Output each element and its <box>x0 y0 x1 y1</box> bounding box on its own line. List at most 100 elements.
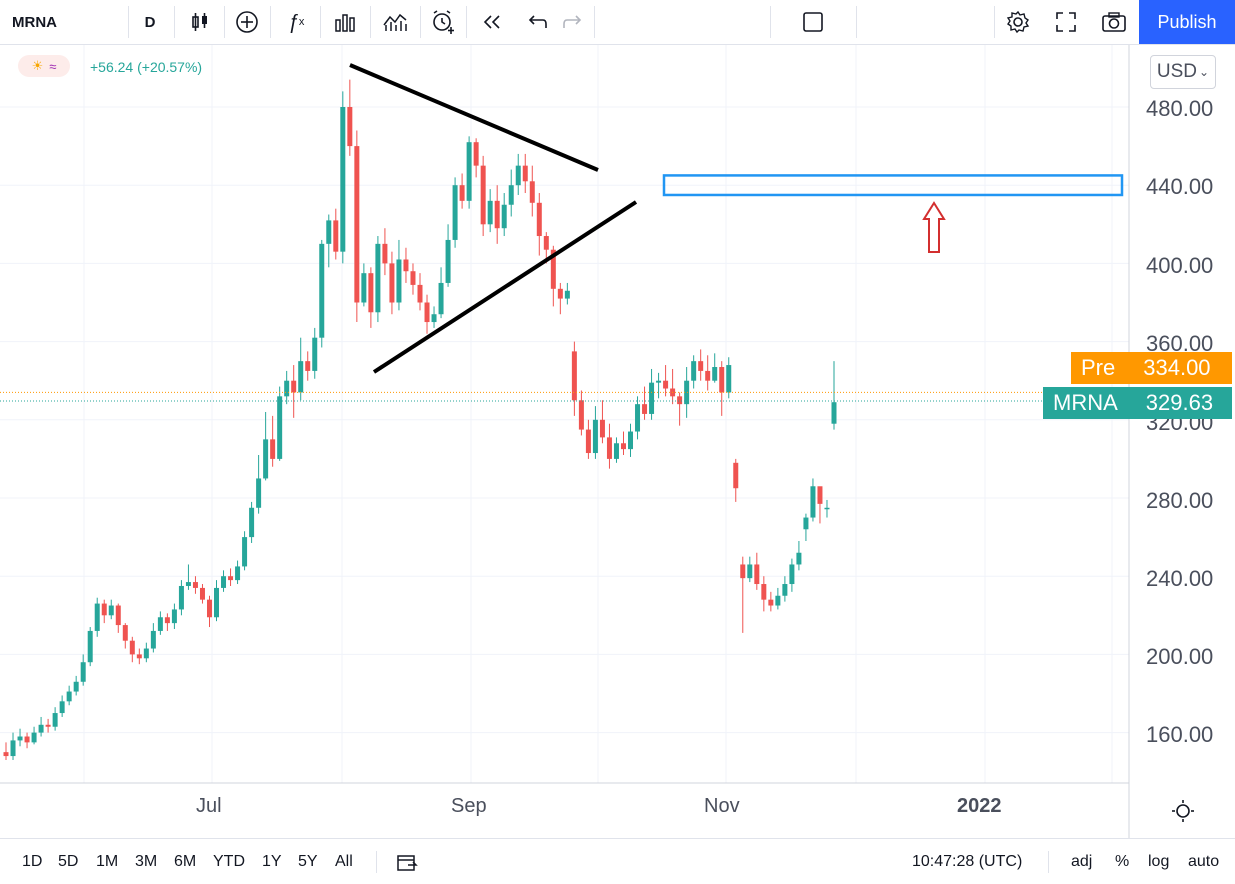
candle <box>263 411 269 481</box>
candle <box>775 587 781 610</box>
candles-icon[interactable] <box>182 0 218 44</box>
alert-icon[interactable] <box>426 0 460 44</box>
candle-body <box>649 382 655 414</box>
candle <box>452 177 458 248</box>
candle-body <box>185 582 191 586</box>
candle <box>501 193 507 237</box>
candle <box>164 613 170 631</box>
last-value: 329.63 <box>1145 390 1214 415</box>
candle <box>403 247 409 283</box>
candle-body <box>501 204 507 229</box>
add-compare-icon[interactable] <box>230 0 264 44</box>
redo-icon[interactable] <box>558 0 588 44</box>
candle-body <box>87 630 93 663</box>
fullscreen-icon[interactable] <box>1050 0 1082 44</box>
price-chart[interactable] <box>0 45 1235 838</box>
candle <box>375 236 381 323</box>
auto-toggle[interactable]: auto <box>1188 852 1220 870</box>
candle <box>150 623 156 653</box>
candle <box>445 224 451 287</box>
candle-body <box>677 396 683 405</box>
candle <box>136 648 142 665</box>
candle <box>52 707 58 731</box>
divider <box>594 6 595 38</box>
date-range-icon[interactable] <box>396 839 418 884</box>
clock-time[interactable]: 10:47:28 (UTC) <box>912 852 1023 870</box>
candle-body <box>45 724 51 727</box>
candle <box>705 355 711 391</box>
divider <box>1048 851 1049 873</box>
range-all[interactable]: All <box>335 852 353 870</box>
candle <box>38 716 44 737</box>
layout-icon[interactable] <box>798 0 828 44</box>
candle <box>768 591 774 612</box>
candle <box>410 263 416 295</box>
adj-toggle[interactable]: adj <box>1071 852 1093 870</box>
candle <box>473 138 479 178</box>
range-1m[interactable]: 1M <box>96 852 119 870</box>
candle <box>73 675 79 696</box>
candle-body <box>214 587 220 618</box>
candle-body <box>150 630 156 649</box>
snapshot-icon[interactable] <box>1097 0 1131 44</box>
candle-body <box>417 284 423 303</box>
candle <box>831 361 837 430</box>
candle <box>277 386 283 461</box>
candle-body <box>705 370 711 381</box>
candles-series <box>3 79 837 760</box>
candle-body <box>550 249 556 289</box>
last-price-flag: MRNA 329.63 <box>1043 387 1232 419</box>
candle-body <box>642 404 648 414</box>
templates-icon[interactable] <box>326 0 364 44</box>
range-ytd[interactable]: YTD <box>213 852 245 870</box>
publish-button[interactable]: Publish <box>1139 0 1235 44</box>
settings-icon[interactable] <box>1002 0 1034 44</box>
range-1d[interactable]: 1D <box>22 852 43 870</box>
candle-body <box>80 662 86 682</box>
divider <box>224 6 225 38</box>
range-5y[interactable]: 5Y <box>298 852 318 870</box>
currency-select[interactable]: USD ⌄ <box>1150 55 1216 89</box>
candle-body <box>66 691 72 702</box>
candle-body <box>59 701 65 714</box>
legend-badge[interactable]: ☀ ≈ <box>18 55 70 77</box>
axis-settings[interactable] <box>1129 785 1235 837</box>
candle-body <box>733 462 739 489</box>
range-1y[interactable]: 1Y <box>262 852 282 870</box>
candle-body <box>599 419 605 438</box>
candle-body <box>157 617 163 631</box>
candle <box>740 556 746 633</box>
candle-body <box>17 736 23 741</box>
percent-toggle[interactable]: % <box>1115 852 1130 870</box>
triangle-upper-trendline <box>349 63 599 172</box>
candle-body <box>508 185 514 205</box>
candle-body <box>592 419 598 454</box>
candle <box>312 327 318 379</box>
range-5d[interactable]: 5D <box>58 852 79 870</box>
candle <box>628 423 634 457</box>
x-tick-label: Sep <box>451 795 487 817</box>
range-6m[interactable]: 6M <box>174 852 197 870</box>
candle-body <box>789 564 795 585</box>
range-3m[interactable]: 3M <box>135 852 158 870</box>
candle <box>431 306 437 328</box>
candle <box>284 370 290 405</box>
candle <box>424 294 430 334</box>
candle-body <box>122 625 128 641</box>
symbol-search[interactable]: MRNA <box>12 13 57 31</box>
replay-icon[interactable] <box>474 0 510 44</box>
interval-button[interactable]: D <box>144 13 156 31</box>
chart-type-icon[interactable] <box>376 0 414 44</box>
candle <box>80 654 86 686</box>
candle-body <box>298 361 304 393</box>
candle <box>663 365 669 397</box>
candle-body <box>515 165 521 186</box>
undo-icon[interactable] <box>522 0 552 44</box>
log-toggle[interactable]: log <box>1148 852 1170 870</box>
candle-body <box>452 185 458 240</box>
candle <box>291 365 297 418</box>
candle-body <box>263 439 269 479</box>
candle <box>305 351 311 381</box>
